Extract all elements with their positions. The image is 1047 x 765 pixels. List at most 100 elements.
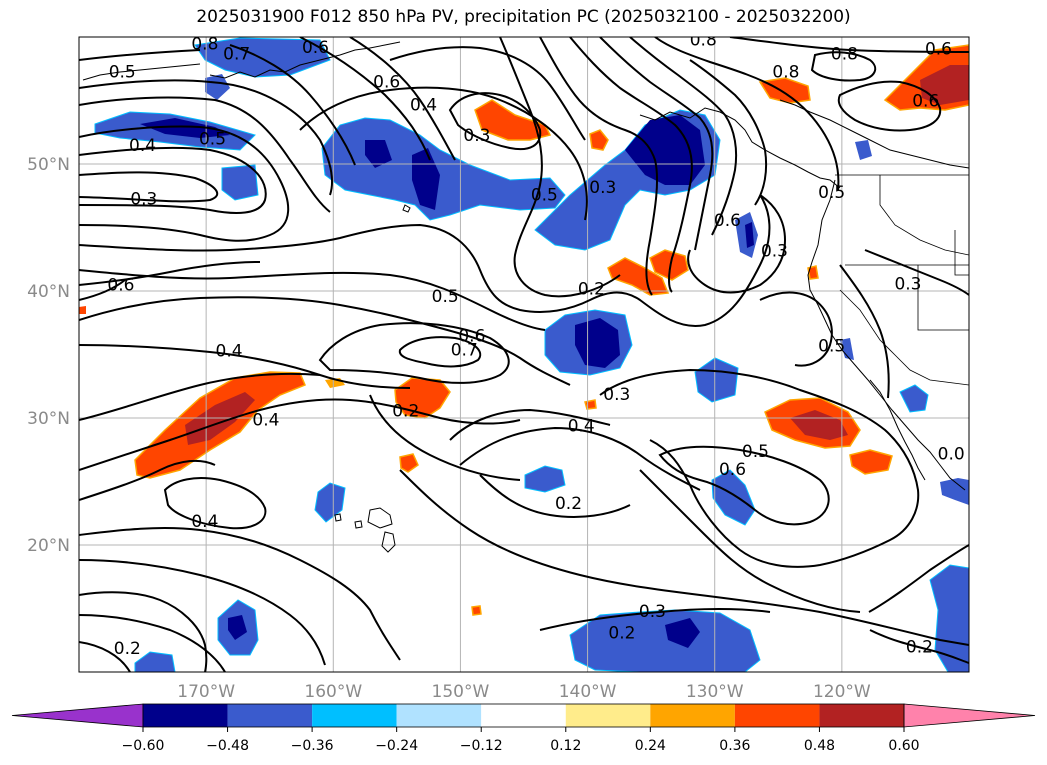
pv-contour <box>479 474 631 518</box>
pv-contour <box>759 291 833 367</box>
pv-contour <box>449 408 611 441</box>
contour-label: 0.8 <box>831 45 858 65</box>
contour-label: 0.2 <box>578 279 605 299</box>
precip-region <box>920 65 969 105</box>
lat-tick-label: 50°N <box>27 155 70 175</box>
precip-region <box>940 478 969 505</box>
colorbar-tick-label: −0.12 <box>460 738 503 754</box>
colorbar-tick-label: 0.36 <box>719 738 750 754</box>
pv-contour <box>837 80 942 132</box>
contour-label: 0.4 <box>216 342 243 362</box>
precip-region <box>849 449 893 475</box>
pv-contour <box>79 344 411 389</box>
pv-contour <box>79 614 226 672</box>
colorbar-outline <box>142 703 905 728</box>
precip-region <box>855 140 872 160</box>
coastline <box>334 513 342 522</box>
contour-label: 0.6 <box>714 211 741 231</box>
coastline <box>869 379 926 481</box>
precip-region <box>625 115 705 185</box>
colorbar-tick-label: −0.48 <box>206 738 249 754</box>
pv-contour <box>79 261 261 286</box>
pv-contour <box>79 559 326 666</box>
pv-contour <box>868 544 969 613</box>
precip-region <box>134 651 176 672</box>
contour-label: 0.5 <box>742 442 769 462</box>
colorbar-tick-label: −0.24 <box>375 738 418 754</box>
precip-region <box>899 384 929 413</box>
precip-region <box>228 615 247 640</box>
pv-contour <box>79 171 219 203</box>
lat-tick-label: 40°N <box>27 282 70 302</box>
colorbar-cell <box>143 704 228 727</box>
pv-contour <box>629 37 738 236</box>
pv-contour <box>839 264 890 399</box>
contour-label: 0.2 <box>392 401 419 421</box>
pv-contour <box>687 194 787 294</box>
pv-contour <box>299 86 588 221</box>
pv-contour <box>569 37 693 293</box>
precip-region <box>569 609 761 672</box>
precip-region <box>589 129 609 151</box>
contour-label: 0.6 <box>302 38 329 58</box>
coastline <box>367 507 393 529</box>
pv-contour <box>389 46 586 141</box>
precip-region <box>929 564 969 672</box>
contour-label: 0.8 <box>690 31 717 51</box>
pv-contour <box>79 591 208 672</box>
coastline <box>354 520 363 529</box>
coastline <box>82 63 201 81</box>
pv-contour <box>459 426 701 491</box>
contour-label: 0.7 <box>451 340 478 360</box>
colorbar-cell <box>734 704 820 727</box>
contour-label: 0.2 <box>555 494 582 514</box>
contour-label: 0.5 <box>818 183 845 203</box>
precip-region <box>840 338 854 360</box>
colorbar-cells <box>11 703 1036 728</box>
political-borders <box>835 174 969 386</box>
contour-label: 0.5 <box>818 337 845 357</box>
pv-contour <box>349 37 456 161</box>
precip-region <box>758 77 811 104</box>
border <box>879 175 969 256</box>
contour-label: 0.2 <box>906 638 933 658</box>
contour-label: 0.6 <box>925 39 952 59</box>
colorbar-tick-label: −0.60 <box>122 738 165 754</box>
lon-tick-label: 130°W <box>686 682 744 702</box>
precip-region <box>474 99 552 141</box>
lon-tick-label: 160°W <box>304 682 362 702</box>
pv-contour <box>79 459 216 501</box>
precip-region <box>575 318 620 368</box>
precip-region <box>314 482 346 523</box>
coastline <box>381 531 396 553</box>
contour-label: 0.6 <box>458 326 485 346</box>
pv-contour <box>299 37 431 161</box>
chart-title: 2025031900 F012 850 hPa PV, precipitatio… <box>196 7 851 27</box>
precip-region <box>79 306 86 314</box>
pv-contour <box>79 269 546 331</box>
contour-label: 0.4 <box>568 417 595 437</box>
pv-contour <box>864 249 969 296</box>
pv-contour <box>639 469 861 613</box>
pv-contour <box>369 394 521 481</box>
colorbar-cell <box>312 704 397 727</box>
contour-label: 0.6 <box>912 92 939 112</box>
contour-label: 0.4 <box>252 410 279 430</box>
pv-contour <box>79 194 771 327</box>
border <box>954 230 969 276</box>
precip-region <box>471 605 482 616</box>
pv-contour <box>79 49 201 61</box>
pv-contour <box>399 469 969 646</box>
pv-contour <box>318 322 510 384</box>
contour-label: 0.3 <box>761 241 788 261</box>
lon-tick-label: 140°W <box>559 682 617 702</box>
lat-tick-label: 30°N <box>27 409 70 429</box>
pv-contour <box>658 445 830 526</box>
pv-contour <box>599 37 714 251</box>
precip-region <box>745 222 754 248</box>
pv-contour <box>79 296 571 386</box>
contour-label: 0.5 <box>199 130 226 150</box>
precip-region <box>140 118 230 138</box>
